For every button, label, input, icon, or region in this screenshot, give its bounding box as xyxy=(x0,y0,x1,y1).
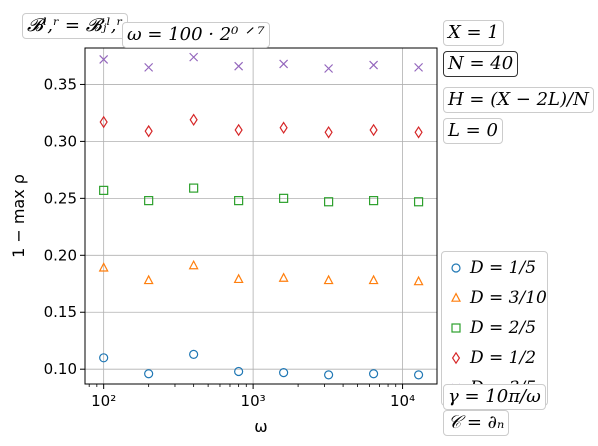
data-point-series-4 xyxy=(189,113,198,127)
legend-marker-shape xyxy=(451,323,461,333)
data-point-series-2 xyxy=(368,274,379,285)
legend-label: D = 1/5 xyxy=(470,258,537,278)
data-point-series-3 xyxy=(324,197,334,207)
y-tick-label: 0.20 xyxy=(44,246,77,264)
data-point-series-1 xyxy=(279,368,289,378)
data-point-series-1 xyxy=(234,366,244,377)
data-point-series-5 xyxy=(414,62,424,72)
axis-ticks: 10² 10³ 10⁴ 0.10 0.15 0.20 0.25 0.30 0.35 xyxy=(44,75,416,410)
data-point-series-3 xyxy=(368,196,379,206)
data-point-series-4 xyxy=(99,115,108,129)
data-point-series-1 xyxy=(368,369,379,379)
x-tick-label: 10³ xyxy=(241,392,266,410)
legend-marker-triangle xyxy=(451,292,461,302)
h-param-box: H = (X − 2L)/N xyxy=(443,87,594,113)
data-point-series-5 xyxy=(189,52,199,62)
data-point-series-5 xyxy=(279,59,289,69)
data-point-series-5 xyxy=(144,62,154,72)
y-tick-label: 0.10 xyxy=(44,360,77,378)
data-point-series-2 xyxy=(143,274,154,285)
legend-entry: D = 2/5 xyxy=(442,316,547,340)
y-tick-label: 0.25 xyxy=(44,189,77,207)
data-point-series-5 xyxy=(369,60,379,70)
x-tick-label: 10² xyxy=(91,392,116,410)
data-point-series-3 xyxy=(279,193,289,203)
data-point-series-4 xyxy=(414,125,423,139)
data-point-series-5 xyxy=(324,64,334,73)
legend-marker-diamond xyxy=(451,351,461,365)
data-point-series-5 xyxy=(234,61,244,71)
data-point-series-2 xyxy=(188,259,199,270)
legend-label: D = 1/2 xyxy=(470,348,537,368)
x-param-box: X = 1 xyxy=(443,20,504,46)
b-relation-box: 𝓑ˡ,ʳ = 𝓑ⱼˡ,ʳ xyxy=(22,13,128,39)
l-param-box: L = 0 xyxy=(443,118,503,144)
data-point-series-4 xyxy=(234,123,243,137)
data-point-series-3 xyxy=(189,183,199,193)
gamma-box: γ = 10π/ω xyxy=(443,384,546,410)
legend-marker-circle xyxy=(451,263,461,273)
data-point-series-2 xyxy=(278,272,289,282)
legend-marker-square xyxy=(451,323,461,333)
data-point-series-1 xyxy=(324,370,334,380)
data-point-series-3 xyxy=(413,197,424,207)
data-point-series-3 xyxy=(144,196,154,206)
data-point-series-5 xyxy=(99,54,109,64)
data-point-series-2 xyxy=(98,262,109,272)
y-tick-label: 0.30 xyxy=(44,132,77,150)
data-point-series-1 xyxy=(413,370,424,380)
legend-label: D = 3/10 xyxy=(470,288,547,308)
data-point-series-2 xyxy=(323,274,334,285)
data-point-series-4 xyxy=(279,121,288,135)
legend: D = 1/5D = 3/10D = 2/5D = 1/2D = 3/5 xyxy=(441,251,548,406)
x-axis-label: ω xyxy=(254,417,267,436)
data-point-series-1 xyxy=(189,349,199,359)
data-point-series-1 xyxy=(99,353,109,363)
data-point-series-2 xyxy=(233,273,244,284)
legend-entry: D = 1/5 xyxy=(442,256,547,280)
data-point-series-1 xyxy=(144,369,154,379)
legend-label: D = 2/5 xyxy=(470,318,537,338)
y-tick-label: 0.15 xyxy=(44,303,77,321)
data-point-series-2 xyxy=(413,275,424,286)
grid-lines xyxy=(85,48,437,384)
data-point-series-3 xyxy=(99,185,109,195)
y-axis-label: 1 − max ρ xyxy=(9,174,28,258)
x-tick-label: 10⁴ xyxy=(390,392,415,410)
data-point-series-4 xyxy=(144,124,153,138)
legend-marker-shape xyxy=(451,292,461,302)
data-points xyxy=(98,52,424,380)
legend-marker-shape xyxy=(451,351,461,365)
data-point-series-4 xyxy=(369,123,378,137)
legend-entry: D = 1/2 xyxy=(442,346,547,370)
legend-marker-shape xyxy=(451,263,461,273)
legend-entry: D = 3/10 xyxy=(442,286,547,310)
boundary-condition-box: 𝒞 = ∂ₙ xyxy=(443,410,510,436)
plot-frame xyxy=(84,47,438,385)
y-tick-label: 0.35 xyxy=(44,75,77,93)
data-point-series-4 xyxy=(324,125,333,139)
n-param-box: N = 40 xyxy=(443,51,519,77)
data-point-series-3 xyxy=(234,196,244,206)
omega-definition-box: ω = 100 · 2⁰ ᐟ ⁷ xyxy=(122,22,270,48)
